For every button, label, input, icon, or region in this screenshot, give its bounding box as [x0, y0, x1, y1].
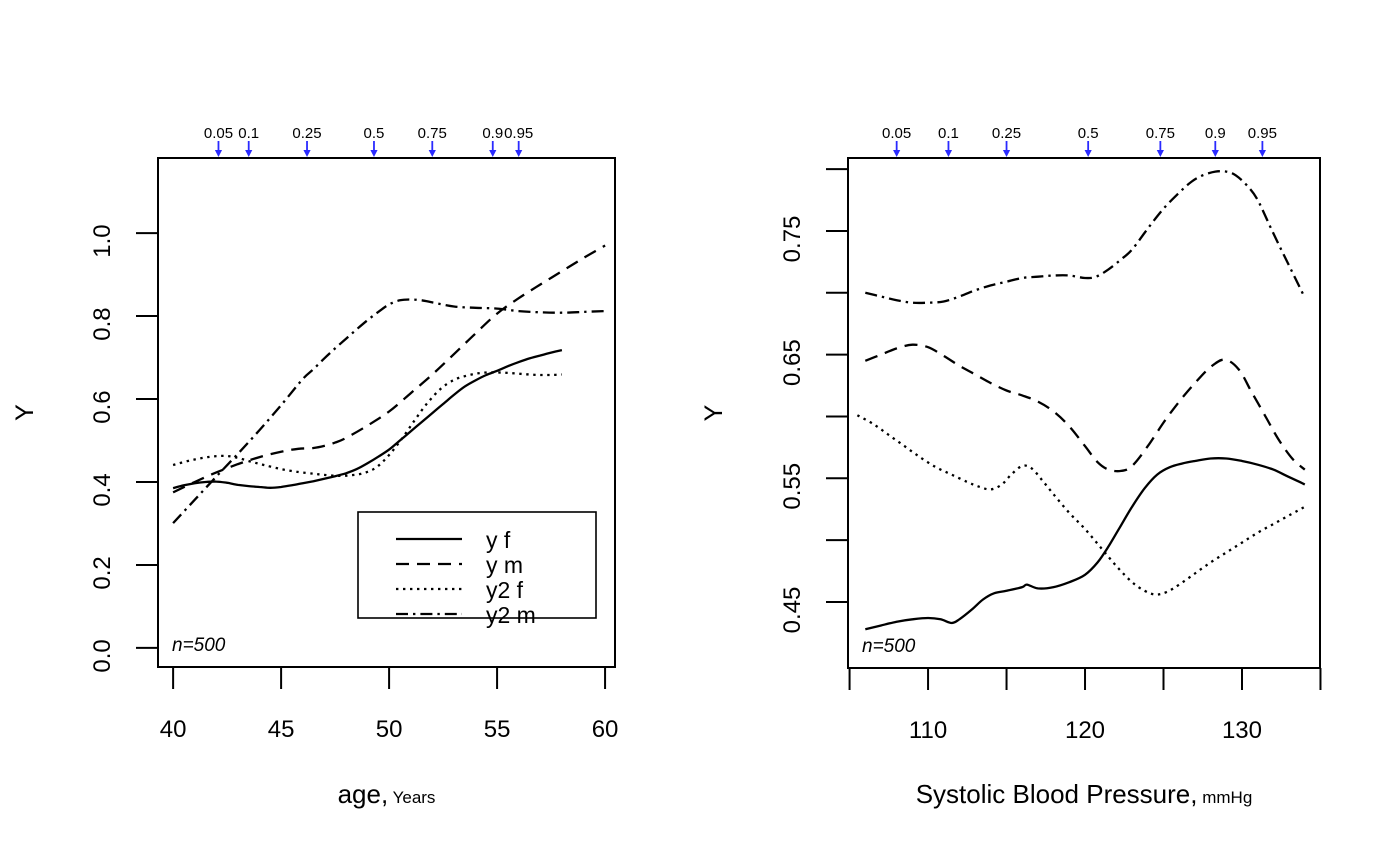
quantile-arrowhead-icon	[370, 150, 378, 157]
sample-size-label: n=500	[862, 636, 916, 657]
quantile-label: 0.1	[238, 125, 259, 142]
quantile-arrowhead-icon	[893, 150, 901, 157]
x-tick-label: 60	[592, 716, 619, 743]
quantile-label: 0.05	[204, 125, 233, 142]
series-y-m	[172, 244, 606, 494]
y-tick-label: 0.4	[89, 473, 116, 506]
quantile-arrows: 0.05 0.1 0.25 0.5 0.75 0.9 0.95	[204, 125, 533, 157]
y-tick-label: 0.2	[89, 556, 116, 589]
plot-box	[847, 157, 1321, 669]
quantile-arrowhead-icon	[489, 150, 497, 157]
y-tick-label: 0.0	[89, 639, 116, 672]
quantile-label: 0.9	[1205, 125, 1226, 142]
quantile-label: 0.05	[882, 125, 911, 142]
quantile-label: 0.5	[364, 125, 385, 142]
quantile-label: 0.95	[1248, 125, 1277, 142]
quantile-arrowhead-icon	[1258, 150, 1266, 157]
series-y2-m	[865, 170, 1306, 305]
x-tick-label: 110	[909, 717, 947, 744]
quantile-arrowhead-icon	[1084, 150, 1092, 157]
quantile-arrowhead-icon	[303, 150, 311, 157]
legend-box	[357, 511, 597, 619]
y-tick-label: 0.45	[779, 587, 806, 634]
x-axis-title: Systolic Blood Pressure, mmHg	[916, 779, 1253, 809]
quantile-arrowhead-icon	[428, 150, 436, 157]
quantile-arrowhead-icon	[1156, 150, 1164, 157]
quantile-label: 0.5	[1078, 125, 1099, 142]
left-panel: 40 45 50 55 600.00.20.40.60.81.00.05 0.1 0.25 0…	[11, 125, 618, 809]
x-tick-label: 40	[160, 716, 187, 743]
quantile-label: 0.1	[938, 125, 959, 142]
y-tick-label: 0.8	[89, 307, 116, 340]
plot-box	[157, 157, 616, 668]
x-axis-title: age, Years	[338, 779, 436, 809]
quantile-label: 0.9	[482, 125, 503, 142]
quantile-arrowhead-icon	[944, 150, 953, 157]
quantile-arrows: 0.05 0.1 0.25 0.5 0.75 0.9 0.95	[882, 125, 1277, 157]
y-axis: 0.45 0.55 0.65 0.75	[779, 168, 848, 634]
series-y-f	[865, 457, 1306, 631]
quantile-label: 0.25	[992, 125, 1021, 142]
legend-entry-label: y m	[486, 552, 523, 578]
y-tick-label: 0.55	[779, 463, 806, 510]
quantile-arrowhead-icon	[1002, 150, 1011, 157]
legend-entry-label: y2 m	[486, 602, 536, 628]
y-tick-label: 1.0	[89, 224, 116, 257]
x-tick-label: 120	[1065, 717, 1105, 744]
quantile-label: 0.75	[418, 125, 447, 142]
series-y2-m	[172, 298, 606, 524]
quantile-label: 0.95	[504, 125, 533, 142]
x-tick-label: 50	[376, 716, 403, 743]
quantile-arrowhead-icon	[245, 150, 253, 157]
legend: y fy my2 fy2 m	[357, 511, 597, 628]
y-tick-label: 0.75	[779, 216, 806, 263]
x-tick-label: 55	[484, 716, 511, 743]
series-y-m	[864, 343, 1306, 473]
quantile-arrowhead-icon	[214, 150, 223, 157]
quantile-arrowhead-icon	[1211, 150, 1219, 157]
y-tick-label: 0.6	[89, 390, 116, 423]
x-tick-label: 130	[1222, 717, 1262, 744]
sample-size-label: n=500	[172, 635, 226, 656]
series-y2-f	[172, 371, 562, 477]
quantile-label: 0.25	[292, 125, 321, 142]
x-axis: 40 45 50 55 60	[160, 667, 619, 743]
series-y-f	[172, 348, 563, 490]
y-axis-title: Y	[11, 404, 39, 421]
legend-entry-label: y f	[486, 527, 511, 553]
legend-entry-label: y2 f	[486, 577, 524, 603]
series-y2-f	[856, 414, 1306, 596]
y-axis-title: Y	[700, 404, 728, 421]
x-axis: 110 120 130	[848, 668, 1322, 744]
y-tick-label: 0.65	[779, 339, 806, 386]
quantile-label: 0.75	[1146, 125, 1175, 142]
y-axis: 0.0 0.2 0.4 0.6 0.8 1.0	[89, 224, 158, 673]
x-tick-label: 45	[268, 716, 295, 743]
quantile-arrowhead-icon	[515, 150, 523, 157]
